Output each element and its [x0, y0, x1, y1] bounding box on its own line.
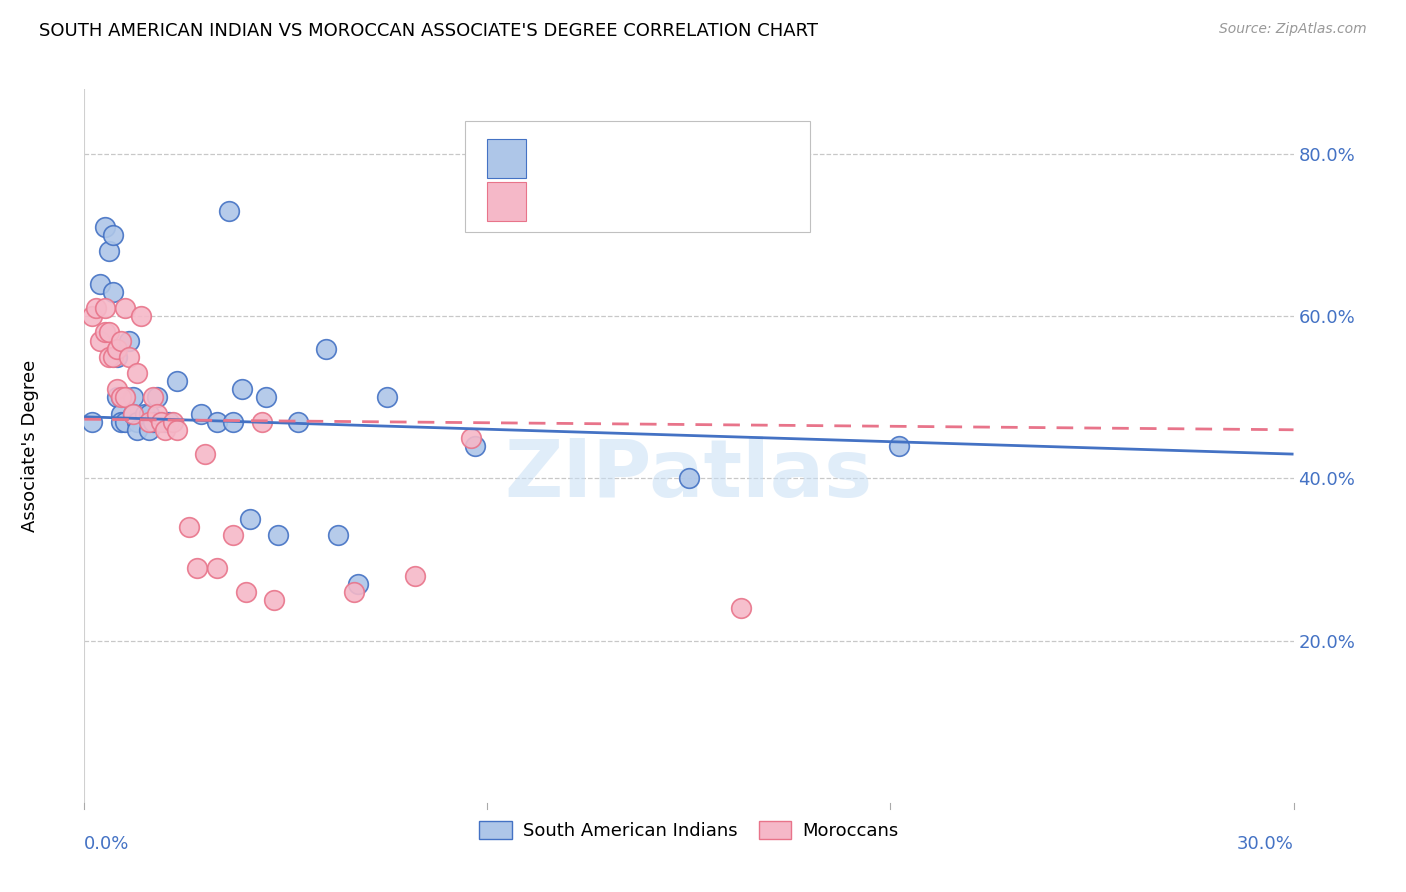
Point: [678, 471, 700, 485]
Text: 30.0%: 30.0%: [1237, 835, 1294, 853]
Point: [134, 407, 156, 421]
Point: [129, 310, 152, 324]
Point: [190, 407, 212, 421]
Point: [254, 390, 277, 404]
FancyBboxPatch shape: [465, 121, 810, 232]
Point: [138, 423, 160, 437]
Point: [118, 334, 141, 348]
Point: [730, 601, 752, 615]
Point: [89, 277, 111, 291]
Point: [315, 342, 337, 356]
Text: R =  -0.018: R = -0.018: [540, 192, 651, 211]
Point: [101, 228, 124, 243]
Point: [235, 585, 257, 599]
Point: [125, 423, 148, 437]
Point: [97, 350, 120, 364]
Point: [105, 342, 128, 356]
Point: [166, 374, 188, 388]
Point: [142, 415, 165, 429]
Point: [118, 350, 141, 364]
Point: [110, 390, 132, 404]
Text: 0.0%: 0.0%: [84, 835, 129, 853]
Point: [138, 415, 160, 429]
Point: [149, 415, 172, 429]
Point: [82, 310, 104, 324]
Point: [105, 390, 128, 404]
Text: SOUTH AMERICAN INDIAN VS MOROCCAN ASSOCIATE'S DEGREE CORRELATION CHART: SOUTH AMERICAN INDIAN VS MOROCCAN ASSOCI…: [39, 22, 818, 40]
Point: [86, 301, 108, 315]
Point: [207, 560, 229, 574]
Point: [93, 220, 115, 235]
Point: [887, 439, 910, 453]
Legend: South American Indians, Moroccans: South American Indians, Moroccans: [472, 814, 905, 847]
Point: [287, 415, 309, 429]
Point: [138, 407, 160, 421]
Point: [231, 382, 253, 396]
Text: ZIPatlas: ZIPatlas: [505, 435, 873, 514]
Point: [263, 593, 285, 607]
Point: [93, 301, 115, 315]
Point: [267, 528, 290, 542]
Point: [110, 390, 132, 404]
Point: [250, 415, 273, 429]
Text: N = 38: N = 38: [676, 192, 751, 211]
Point: [162, 415, 184, 429]
Point: [101, 285, 124, 299]
Point: [82, 415, 104, 429]
Point: [347, 577, 370, 591]
FancyBboxPatch shape: [486, 139, 526, 178]
Point: [97, 326, 120, 340]
Point: [97, 244, 120, 259]
Point: [114, 390, 136, 404]
Point: [375, 390, 398, 404]
Point: [114, 301, 136, 315]
Point: [142, 390, 165, 404]
Point: [125, 366, 148, 380]
Point: [93, 326, 115, 340]
Point: [194, 447, 217, 461]
Point: [110, 407, 132, 421]
Point: [101, 350, 124, 364]
Point: [222, 415, 245, 429]
Point: [146, 407, 169, 421]
Point: [460, 431, 482, 445]
Point: [404, 568, 426, 582]
Text: R =  -0.064: R = -0.064: [540, 149, 651, 169]
Point: [146, 390, 169, 404]
Point: [328, 528, 350, 542]
Point: [125, 415, 148, 429]
FancyBboxPatch shape: [486, 182, 526, 221]
Point: [110, 334, 132, 348]
Point: [166, 423, 188, 437]
Point: [114, 415, 136, 429]
Point: [121, 407, 143, 421]
Text: Associate's Degree: Associate's Degree: [21, 359, 39, 533]
Point: [218, 203, 240, 218]
Text: N = 42: N = 42: [676, 149, 751, 169]
Point: [121, 407, 143, 421]
Point: [464, 439, 486, 453]
Point: [121, 390, 143, 404]
Point: [239, 512, 262, 526]
Point: [114, 390, 136, 404]
Point: [186, 560, 208, 574]
Text: Source: ZipAtlas.com: Source: ZipAtlas.com: [1219, 22, 1367, 37]
Point: [105, 382, 128, 396]
Point: [153, 423, 176, 437]
Point: [157, 415, 180, 429]
Point: [222, 528, 245, 542]
Point: [153, 415, 176, 429]
Point: [641, 195, 664, 210]
Point: [110, 415, 132, 429]
Point: [343, 585, 366, 599]
Point: [89, 334, 111, 348]
Point: [179, 520, 201, 534]
Point: [207, 415, 229, 429]
Point: [105, 350, 128, 364]
